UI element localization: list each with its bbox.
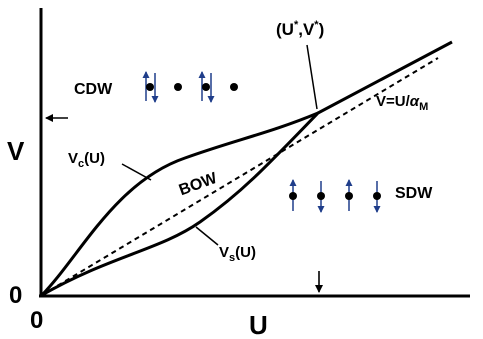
site-dot-icon	[345, 192, 353, 200]
cdw-site-1	[146, 72, 155, 102]
sdw-site-3	[345, 180, 353, 211]
sdw-label: SDW	[395, 185, 433, 202]
bow-label: BOW	[177, 170, 220, 200]
vc-pointer	[122, 164, 151, 180]
site-dot-icon	[289, 192, 297, 200]
critical-point-label: (U*,V*)	[276, 19, 324, 39]
x-axis-label: U	[249, 310, 268, 339]
cdw-label: CDW	[74, 81, 113, 98]
sdw-site-1	[289, 180, 297, 211]
site-dot-icon	[373, 192, 381, 200]
y-axis-label: V	[7, 136, 25, 166]
dashed-line-label: V=U/αM	[376, 93, 428, 113]
vs-pointer	[196, 227, 218, 245]
vc-label: Vc(U)	[68, 150, 105, 170]
sdw-site-4	[373, 181, 381, 212]
vs-label: Vs(U)	[219, 244, 256, 264]
cdw-site-4-dot-icon	[230, 83, 238, 91]
site-dot-icon	[317, 192, 325, 200]
y-origin-label: 0	[9, 282, 22, 309]
point-pointer	[307, 45, 317, 109]
site-dot-icon	[146, 83, 154, 91]
site-dot-icon	[202, 83, 210, 91]
vc-curve	[42, 113, 318, 295]
cdw-site-2-dot-icon	[174, 83, 182, 91]
sdw-site-2	[317, 181, 325, 212]
cdw-site-3	[202, 72, 211, 102]
x-origin-label: 0	[30, 307, 43, 334]
